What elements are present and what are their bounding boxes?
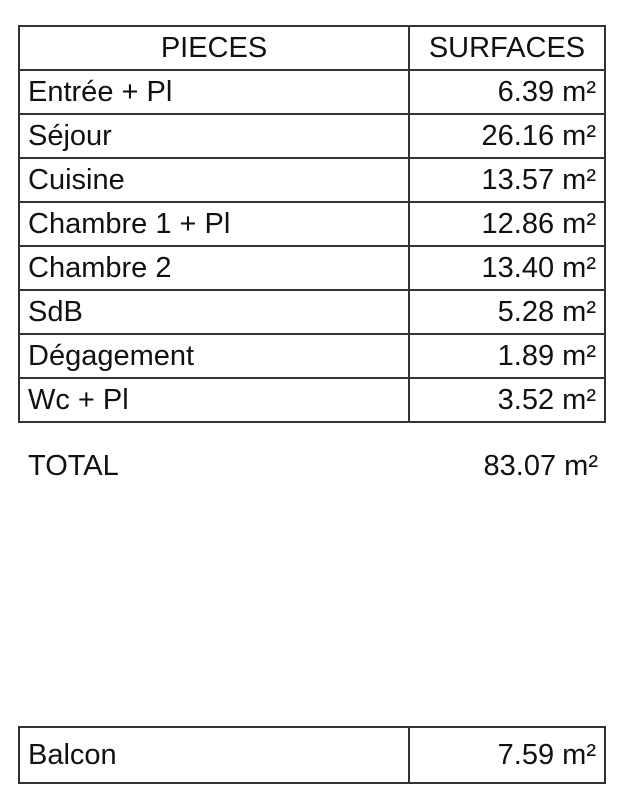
piece-name: Wc + Pl <box>18 377 410 423</box>
piece-name: Balcon <box>18 726 410 784</box>
table-row: Entrée + Pl 6.39 m² <box>18 69 606 115</box>
piece-name: Dégagement <box>18 333 410 379</box>
total-value: 83.07 m² <box>483 450 598 482</box>
header-pieces: PIECES <box>18 25 410 71</box>
piece-surface: 6.39 m² <box>408 69 606 115</box>
piece-name: Chambre 2 <box>18 245 410 291</box>
header-surfaces: SURFACES <box>408 25 606 71</box>
piece-surface: 5.28 m² <box>408 289 606 335</box>
table-row: Dégagement 1.89 m² <box>18 333 606 379</box>
piece-surface: 7.59 m² <box>408 726 606 784</box>
table-row: Séjour 26.16 m² <box>18 113 606 159</box>
table-row: Cuisine 13.57 m² <box>18 157 606 203</box>
piece-surface: 3.52 m² <box>408 377 606 423</box>
piece-name: Entrée + Pl <box>18 69 410 115</box>
balcon-table: Balcon 7.59 m² <box>18 726 606 784</box>
table-header-row: PIECES SURFACES <box>18 25 606 71</box>
table-row: SdB 5.28 m² <box>18 289 606 335</box>
piece-name: SdB <box>18 289 410 335</box>
piece-surface: 26.16 m² <box>408 113 606 159</box>
total-row: TOTAL 83.07 m² <box>18 444 606 488</box>
table-row: Chambre 2 13.40 m² <box>18 245 606 291</box>
piece-name: Chambre 1 + Pl <box>18 201 410 247</box>
table-row: Balcon 7.59 m² <box>18 726 606 784</box>
table-row: Wc + Pl 3.52 m² <box>18 377 606 423</box>
surfaces-table: PIECES SURFACES Entrée + Pl 6.39 m² Séjou… <box>18 25 606 423</box>
total-label: TOTAL <box>28 450 119 482</box>
piece-name: Cuisine <box>18 157 410 203</box>
piece-surface: 1.89 m² <box>408 333 606 379</box>
table-row: Chambre 1 + Pl 12.86 m² <box>18 201 606 247</box>
piece-surface: 13.57 m² <box>408 157 606 203</box>
piece-surface: 13.40 m² <box>408 245 606 291</box>
piece-surface: 12.86 m² <box>408 201 606 247</box>
piece-name: Séjour <box>18 113 410 159</box>
